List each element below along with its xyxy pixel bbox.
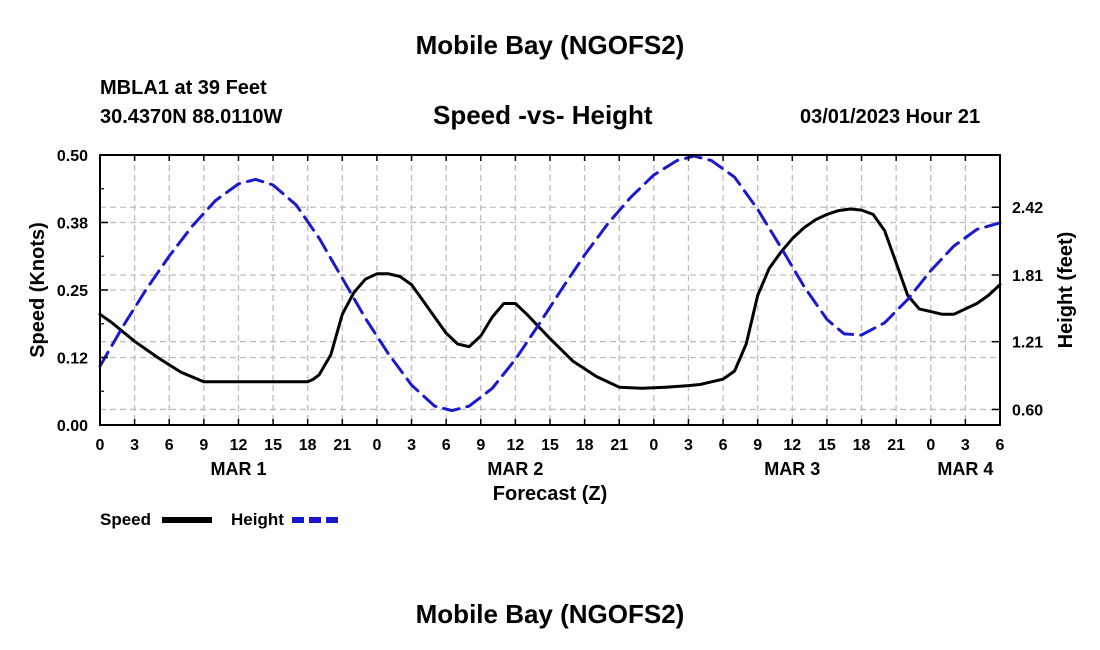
grid xyxy=(100,155,1000,425)
x-tick-label: 15 xyxy=(541,437,559,454)
y-left-tick-label: 0.50 xyxy=(57,148,88,165)
x-tick-label: 3 xyxy=(684,437,693,454)
y-right-tick-label: 2.42 xyxy=(1012,200,1043,217)
x-tick-label: 9 xyxy=(476,437,485,454)
y-right-tick-label: 0.60 xyxy=(1012,402,1043,419)
x-tick-label: 3 xyxy=(407,437,416,454)
footer-title: Mobile Bay (NGOFS2) xyxy=(415,599,685,629)
x-tick-label: 15 xyxy=(264,437,282,454)
x-tick-label: 21 xyxy=(887,437,905,454)
x-tick-label: 9 xyxy=(753,437,762,454)
forecast-datetime: 03/01/2023 Hour 21 xyxy=(800,106,981,128)
legend-speed-label: Speed xyxy=(100,510,151,529)
station-coordinates: 30.4370N 88.0110W xyxy=(100,106,283,128)
x-tick-label: 12 xyxy=(506,437,524,454)
axes: 0 3 6 9 12 15 18 21 0 3 6 9 12 15 18 21 0 3 6 9 12 15 18 21 0 3 6M… xyxy=(57,148,1043,479)
legend-height-label: Height xyxy=(231,510,284,529)
x-tick-label: 12 xyxy=(230,437,248,454)
y-right-tick-label: 1.21 xyxy=(1012,335,1043,352)
x-tick-label: 0 xyxy=(96,437,105,454)
y-right-tick-label: 1.81 xyxy=(1012,268,1043,285)
date-label: MAR 1 xyxy=(210,459,266,479)
x-tick-label: 15 xyxy=(818,437,836,454)
x-tick-label: 0 xyxy=(372,437,381,454)
x-tick-label: 21 xyxy=(610,437,628,454)
x-tick-label: 6 xyxy=(165,437,174,454)
x-tick-label: 3 xyxy=(961,437,970,454)
chart-subtitle: Speed -vs- Height xyxy=(433,100,653,130)
series-line-height xyxy=(98,154,1002,413)
date-label: MAR 2 xyxy=(487,459,543,479)
y-axis-right-label: Height (feet) xyxy=(1055,232,1077,349)
y-axis-left-label: Speed (Knots) xyxy=(27,222,49,358)
series-layer xyxy=(98,154,1002,413)
x-tick-label: 21 xyxy=(333,437,351,454)
x-tick-label: 18 xyxy=(853,437,871,454)
x-tick-label: 6 xyxy=(442,437,451,454)
y-left-tick-label: 0.38 xyxy=(57,216,88,233)
legend: Speed Height xyxy=(100,510,342,529)
x-axis-label: Forecast (Z) xyxy=(493,483,607,505)
date-label: MAR 4 xyxy=(937,459,993,479)
y-left-tick-label: 0.00 xyxy=(57,418,88,435)
x-tick-label: 6 xyxy=(719,437,728,454)
x-tick-label: 9 xyxy=(199,437,208,454)
x-tick-label: 6 xyxy=(996,437,1005,454)
y-left-tick-label: 0.25 xyxy=(57,283,88,300)
x-tick-label: 18 xyxy=(576,437,594,454)
x-tick-label: 3 xyxy=(130,437,139,454)
series-line-speed xyxy=(98,207,1002,390)
x-tick-label: 12 xyxy=(783,437,801,454)
chart-title: Mobile Bay (NGOFS2) xyxy=(415,30,685,60)
date-label: MAR 3 xyxy=(764,459,820,479)
x-tick-label: 18 xyxy=(299,437,317,454)
y-left-tick-label: 0.12 xyxy=(57,351,88,368)
station-label: MBLA1 at 39 Feet xyxy=(100,77,267,99)
x-tick-label: 0 xyxy=(649,437,658,454)
x-tick-label: 0 xyxy=(926,437,935,454)
